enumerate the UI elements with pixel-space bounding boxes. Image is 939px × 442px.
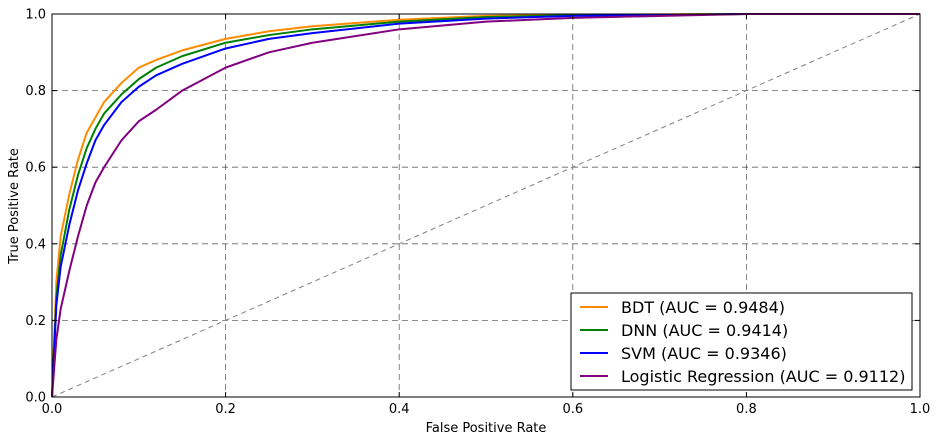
x-tick-label: 0.6: [562, 402, 583, 417]
x-tick-label: 0.4: [389, 402, 410, 417]
roc-curve-1: [51, 13, 920, 398]
x-tick-label: 0.2: [215, 402, 236, 417]
x-tick-labels: 0.0 0.2 0.4 0.6 0.8 1.0: [42, 402, 931, 417]
legend-box: [570, 292, 913, 391]
legend: BDT (AUC = 0.9484) DNN (AUC = 0.9414) SVM …: [570, 292, 913, 391]
roc-curve-3: [51, 13, 920, 398]
y-tick-label: 1.0: [25, 8, 46, 23]
x-tick-label: 0.0: [42, 402, 63, 417]
plot-frame: [51, 13, 921, 398]
y-tick-labels: 0.0 0.2 0.4 0.6 0.8 1.0: [25, 8, 46, 406]
legend-label-1: DNN (AUC = 0.9414): [621, 321, 788, 340]
legend-label-3: Logistic Regression (AUC = 0.9112): [621, 367, 905, 386]
legend-label-0: BDT (AUC = 0.9484): [621, 298, 785, 317]
y-tick-label: 0.6: [25, 161, 46, 176]
axis-ticks: [51, 13, 921, 398]
legend-label-2: SVM (AUC = 0.9346): [621, 344, 787, 363]
x-tick-label: 1.0: [910, 402, 931, 417]
y-tick-label: 0.0: [25, 391, 46, 406]
y-tick-label: 0.8: [25, 84, 46, 99]
y-tick-label: 0.4: [25, 237, 46, 252]
y-tick-label: 0.2: [25, 314, 46, 329]
roc-curve-2: [51, 13, 920, 398]
roc-curves: [51, 13, 920, 398]
y-axis-label: True Positive Rate: [7, 148, 22, 265]
x-axis-label: False Positive Rate: [426, 421, 547, 436]
roc-curve-0: [51, 13, 920, 398]
x-tick-label: 0.8: [736, 402, 757, 417]
